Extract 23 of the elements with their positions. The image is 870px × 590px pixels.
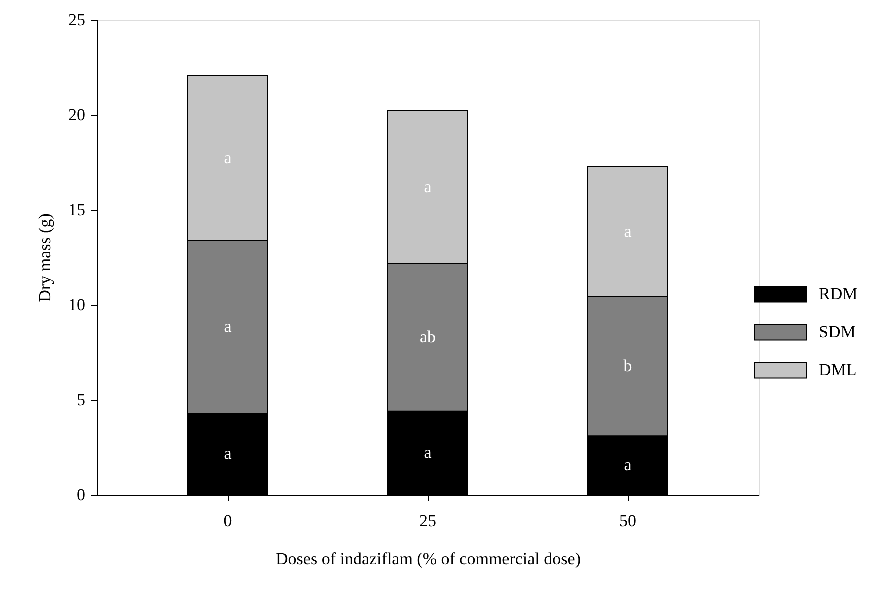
x-tick-label: 0 bbox=[224, 512, 232, 530]
data-label: a bbox=[424, 443, 432, 462]
x-axis-title: Doses of indaziflam (% of commercial dose) bbox=[276, 550, 581, 568]
data-label: a bbox=[424, 177, 432, 196]
y-tick-label: 5 bbox=[77, 390, 86, 410]
y-tick-label: 25 bbox=[68, 10, 86, 30]
data-label: a bbox=[624, 456, 632, 475]
data-label: a bbox=[224, 444, 232, 464]
y-tick-label: 20 bbox=[68, 106, 86, 124]
x-tick-label: 50 bbox=[620, 512, 636, 530]
legend-label: SDM bbox=[819, 322, 856, 342]
y-tick-label: 10 bbox=[68, 296, 86, 314]
data-label: a bbox=[224, 148, 232, 168]
data-label: a bbox=[224, 317, 232, 336]
legend-label: RDM bbox=[819, 284, 858, 304]
data-label: b bbox=[624, 356, 632, 376]
x-tick-label: 25 bbox=[420, 512, 436, 530]
legend-label: DML bbox=[819, 360, 857, 380]
data-label: ab bbox=[420, 328, 436, 347]
data-label: a bbox=[624, 222, 632, 241]
y-tick-label: 15 bbox=[68, 200, 86, 220]
y-tick-label: 0 bbox=[77, 486, 86, 504]
y-axis-title: Dry mass (g) bbox=[36, 214, 54, 302]
